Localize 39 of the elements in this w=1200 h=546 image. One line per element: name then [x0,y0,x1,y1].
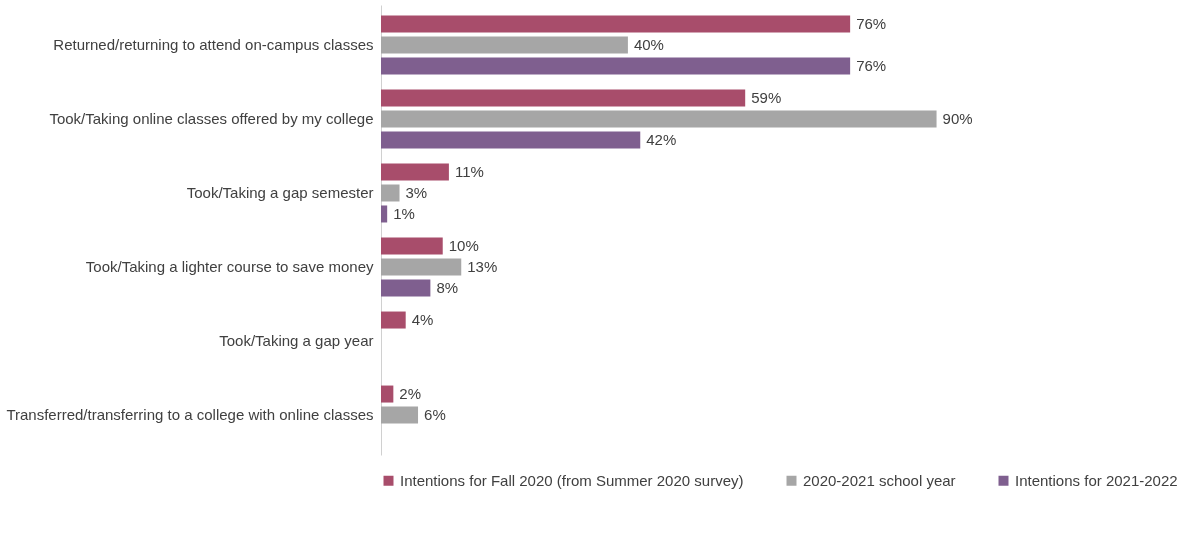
data-label: 8% [436,279,459,296]
bar [381,110,937,128]
data-label: 90% [942,109,973,127]
bar [381,205,388,223]
y-tick-label: Took/Taking a gap year [219,332,374,350]
data-label: 13% [467,258,498,276]
y-tick-label: Returned/returning to attend on-campus classes [53,35,374,53]
bar [381,184,400,202]
bar [381,15,851,33]
y-tick-label: Took/Taking a lighter course to save money [85,258,374,276]
y-tick-label: Took/Taking a gap semester [186,183,374,201]
data-label: 76% [856,56,887,74]
data-label: 11% [454,163,484,180]
bar [381,406,419,424]
data-label: 4% [411,311,434,329]
bar [381,279,431,297]
bar [381,163,449,181]
bar [381,237,443,255]
data-label: 1% [393,204,415,222]
bar [381,36,628,54]
data-label: 40% [633,35,664,53]
bar [381,258,462,276]
legend-label: Intentions for Fall 2020 (from Summer 2020 survey) [400,471,744,489]
data-label: 10% [448,237,479,255]
legend-label: Intentions for 2021-2022 [1015,471,1178,489]
bar [381,131,641,149]
y-tick-label: Took/Taking online classes offered by my college [49,109,374,127]
data-label: 59% [751,88,782,106]
bar [381,385,394,403]
data-label: 2% [399,385,422,403]
data-label: 42% [646,130,677,148]
y-tick-label: Transferred/transferring to a college with online classes [6,406,374,424]
bar [381,57,851,75]
legend-label: 2020-2021 school year [803,471,956,489]
data-label: 3% [405,183,428,201]
bar [381,89,746,107]
data-label: 6% [424,406,446,424]
data-label: 76% [856,14,887,32]
bar [381,311,406,329]
